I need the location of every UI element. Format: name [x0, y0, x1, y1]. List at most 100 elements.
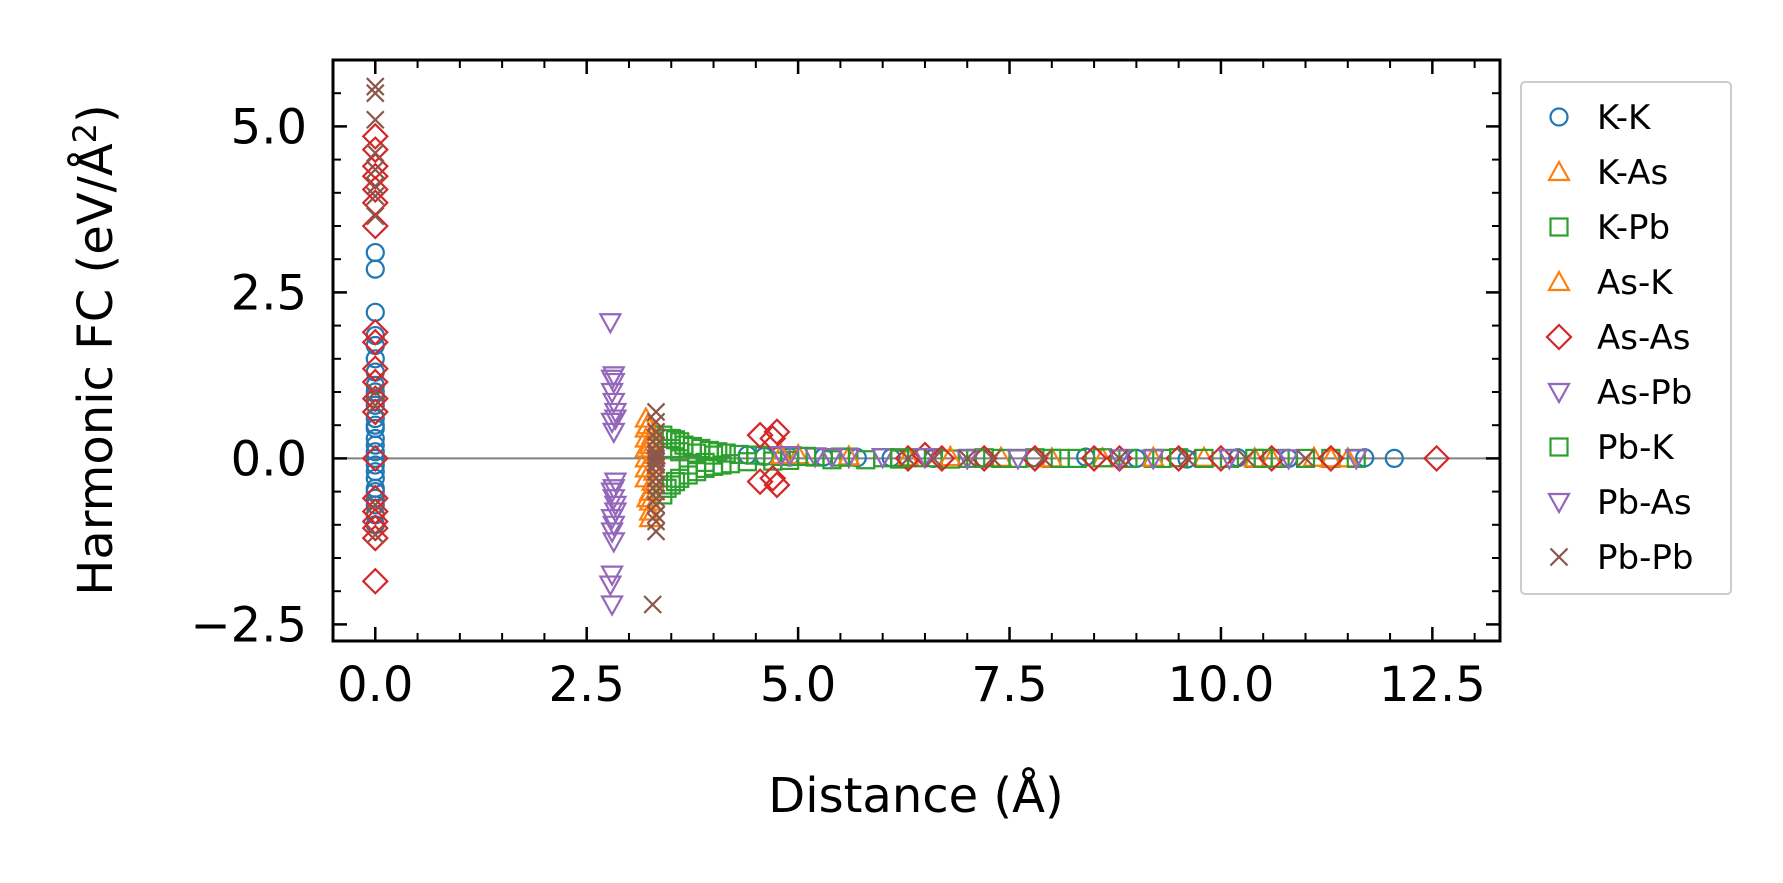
point-pb-pb [646, 482, 666, 501]
point-k-k [365, 435, 385, 455]
legend-item-pb-pb: Pb-Pb [1549, 538, 1693, 578]
point-pb-pb [366, 186, 385, 206]
point-pb-pb [366, 110, 385, 130]
legend-label-k-as: K-As [1597, 153, 1668, 193]
point-pb-as [1107, 449, 1132, 471]
point-as-as [361, 524, 389, 552]
legend-marker-pb-k [1549, 437, 1569, 457]
ticks-layer [332, 59, 1500, 641]
point-pb-as [777, 445, 802, 468]
point-as-pb [870, 447, 895, 470]
point-k-k [365, 415, 385, 435]
legend-label-as-k: As-K [1597, 263, 1674, 303]
point-as-pb [601, 489, 626, 511]
point-as-as [759, 464, 787, 492]
point-k-k [365, 442, 385, 462]
point-k-pb [665, 472, 686, 492]
point-k-k [365, 395, 385, 415]
point-pb-pb [646, 462, 666, 481]
y-axis-title-close: ) [68, 104, 124, 123]
y-tick-label: −2.5 [190, 597, 307, 653]
point-pb-k [796, 446, 817, 467]
x-tick-label: 5.0 [760, 657, 836, 713]
x-tick-label: 7.5 [971, 657, 1047, 713]
x-tick-label: 10.0 [1167, 657, 1274, 713]
point-as-as [1317, 444, 1345, 472]
point-pb-pb [1296, 449, 1315, 468]
point-k-as [1192, 445, 1216, 467]
legend-marker-as-pb [1547, 382, 1571, 405]
series-pb-as [601, 366, 1369, 524]
point-pb-pb [924, 449, 943, 468]
legend-item-as-as: As-As [1545, 318, 1690, 358]
y-axis-title-main: Harmonic FC (eV/Å [67, 143, 124, 596]
y-axis-title-sup: 2 [66, 123, 104, 143]
point-pb-pb [957, 449, 977, 468]
point-as-as [361, 368, 389, 396]
point-pb-pb [366, 382, 385, 402]
point-as-k [938, 444, 963, 467]
point-pb-as [601, 366, 626, 388]
legend-label-pb-pb: Pb-Pb [1597, 538, 1693, 578]
point-pb-pb [983, 449, 1002, 468]
point-k-k [365, 495, 385, 515]
point-pb-pb [1034, 449, 1053, 468]
point-k-k [365, 448, 385, 468]
point-as-as [361, 567, 389, 595]
point-pb-as [1006, 449, 1030, 471]
legend-item-k-k: K-K [1549, 98, 1652, 138]
point-pb-pb [646, 512, 666, 531]
point-pb-pb [646, 469, 666, 488]
legend-label-as-pb: As-Pb [1597, 373, 1692, 413]
y-tick-label: 0.0 [231, 431, 307, 487]
point-pb-pb [1237, 449, 1256, 468]
point-as-as [1423, 444, 1451, 472]
point-k-k [365, 349, 385, 369]
point-pb-as [1276, 449, 1301, 471]
point-pb-pb [643, 595, 662, 614]
point-pb-as [601, 479, 626, 501]
y-tick-label: 2.5 [231, 265, 307, 321]
series-pb-pb [366, 77, 1315, 614]
point-pb-as [1141, 449, 1166, 471]
point-k-pb [1295, 448, 1316, 468]
legend-marker-k-pb [1549, 217, 1569, 237]
plot-frame [331, 58, 1502, 643]
point-pb-pb [646, 429, 666, 448]
legend-marker-as-as [1545, 323, 1573, 351]
legend-marker-pb-pb [1549, 547, 1569, 567]
point-pb-k [1253, 448, 1273, 468]
point-as-as [361, 497, 389, 526]
point-as-as [1080, 444, 1108, 472]
legend-item-pb-as: Pb-As [1547, 483, 1692, 523]
point-as-as [361, 514, 389, 542]
point-as-pb [600, 595, 624, 617]
point-pb-pb [366, 495, 385, 515]
legend-item-pb-k: Pb-K [1549, 428, 1675, 468]
legend-label-pb-as: Pb-As [1597, 483, 1692, 523]
point-as-as [1207, 444, 1235, 472]
point-pb-pb [366, 160, 385, 179]
x-tick-label: 2.5 [549, 657, 625, 713]
legend-label-k-k: K-K [1597, 98, 1652, 138]
point-as-as [361, 122, 389, 150]
point-pb-pb [366, 77, 385, 96]
legend-marker-pb-as [1547, 492, 1571, 515]
point-k-k [365, 259, 385, 279]
tick-labels-layer: 0.0 2.5 5.0 7.5 10.0 12.5 −2.5 0.0 2.5 5.0 [190, 99, 1485, 713]
point-k-k [1384, 448, 1404, 468]
point-k-k [365, 389, 385, 409]
point-pb-pb [646, 449, 666, 468]
point-pb-pb [646, 488, 666, 508]
point-as-k [1319, 446, 1343, 468]
point-as-pb [601, 532, 626, 554]
legend-label-k-pb: K-Pb [1597, 208, 1670, 248]
point-as-as [894, 444, 922, 472]
data-points-layer [361, 77, 1451, 617]
point-pb-as [603, 502, 628, 524]
point-pb-as [913, 447, 937, 470]
point-as-as [746, 468, 774, 496]
point-as-pb [598, 313, 623, 335]
